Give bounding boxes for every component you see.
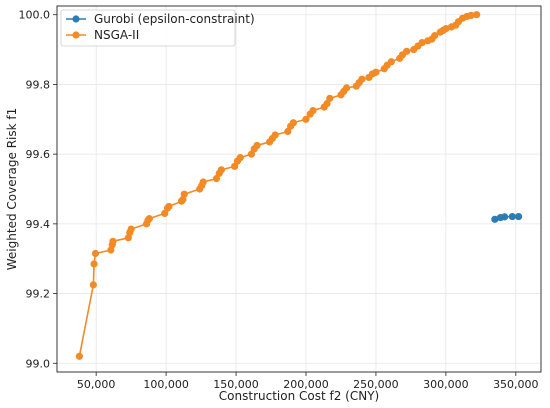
data-point-nsga2 [431, 32, 439, 40]
data-point-nsga2 [387, 58, 395, 66]
x-tick-label: 350,000 [493, 378, 539, 391]
data-point-nsga2 [289, 119, 297, 127]
data-point-nsga2 [372, 68, 380, 76]
data-point-nsga2 [358, 75, 366, 83]
y-tick-label: 99.8 [26, 78, 51, 91]
data-point-nsga2 [165, 202, 173, 211]
y-tick-label: 99.2 [26, 288, 51, 301]
plot-frame [56, 5, 542, 373]
y-tick-label: 100.0 [19, 9, 51, 22]
data-point-gurobi [515, 212, 523, 221]
data-point-gurobi [491, 215, 499, 223]
legend-label-gurobi: Gurobi (epsilon-constraint) [94, 12, 255, 26]
data-point-nsga2 [473, 11, 481, 19]
x-tick-label: 150,000 [213, 378, 259, 391]
x-tick-label: 100,000 [143, 378, 189, 391]
data-point-gurobi [501, 213, 509, 221]
x-axis-label: Construction Cost f2 (CNY) [219, 389, 379, 403]
data-point-nsga2 [467, 11, 475, 20]
x-tick-label: 250,000 [353, 378, 399, 391]
y-tick-label: 99.0 [26, 357, 51, 370]
data-point-nsga2 [302, 115, 310, 123]
data-point-nsga2 [217, 166, 225, 174]
legend-marker-nsga2 [72, 31, 80, 39]
grid [57, 6, 541, 372]
legend-marker-gurobi [72, 15, 80, 23]
series-nsga2 [75, 11, 481, 360]
data-point-nsga2 [180, 190, 188, 198]
y-axis-ticks: 99.0 99.2 99.4 99.6 99.8 100.0 [19, 9, 57, 370]
data-point-nsga2 [90, 260, 98, 268]
data-point-nsga2 [145, 215, 153, 223]
y-tick-label: 99.6 [26, 148, 51, 161]
data-point-nsga2 [199, 178, 207, 186]
data-point-nsga2 [89, 281, 97, 289]
data-point-nsga2 [403, 47, 411, 55]
x-axis-ticks: 50,000 100,000 150,000 200,000 250,000 300,00… [77, 372, 539, 391]
data-point-nsga2 [75, 352, 83, 360]
legend: Gurobi (epsilon-constraint) NSGA-II [60, 9, 255, 47]
series-layer [75, 11, 523, 360]
x-tick-label: 300,000 [423, 378, 469, 391]
data-point-nsga2 [271, 131, 279, 139]
data-point-nsga2 [309, 106, 317, 115]
y-tick-label: 99.4 [26, 218, 51, 231]
data-point-nsga2 [127, 225, 135, 233]
x-tick-label: 200,000 [283, 378, 329, 391]
data-point-nsga2 [418, 39, 426, 47]
data-point-nsga2 [442, 25, 450, 33]
data-point-nsga2 [342, 84, 351, 92]
legend-box [60, 9, 236, 47]
y-axis-label: Weighted Coverage Risk f1 [5, 108, 19, 270]
data-point-gurobi [508, 212, 516, 221]
data-point-nsga2 [326, 94, 334, 102]
legend-label-nsga2: NSGA-II [94, 28, 139, 42]
data-point-nsga2 [109, 237, 117, 245]
data-point-nsga2 [236, 154, 244, 162]
x-tick-label: 50,000 [77, 378, 116, 391]
series-gurobi [491, 212, 523, 223]
data-point-nsga2 [253, 141, 261, 150]
data-point-nsga2 [91, 249, 100, 258]
